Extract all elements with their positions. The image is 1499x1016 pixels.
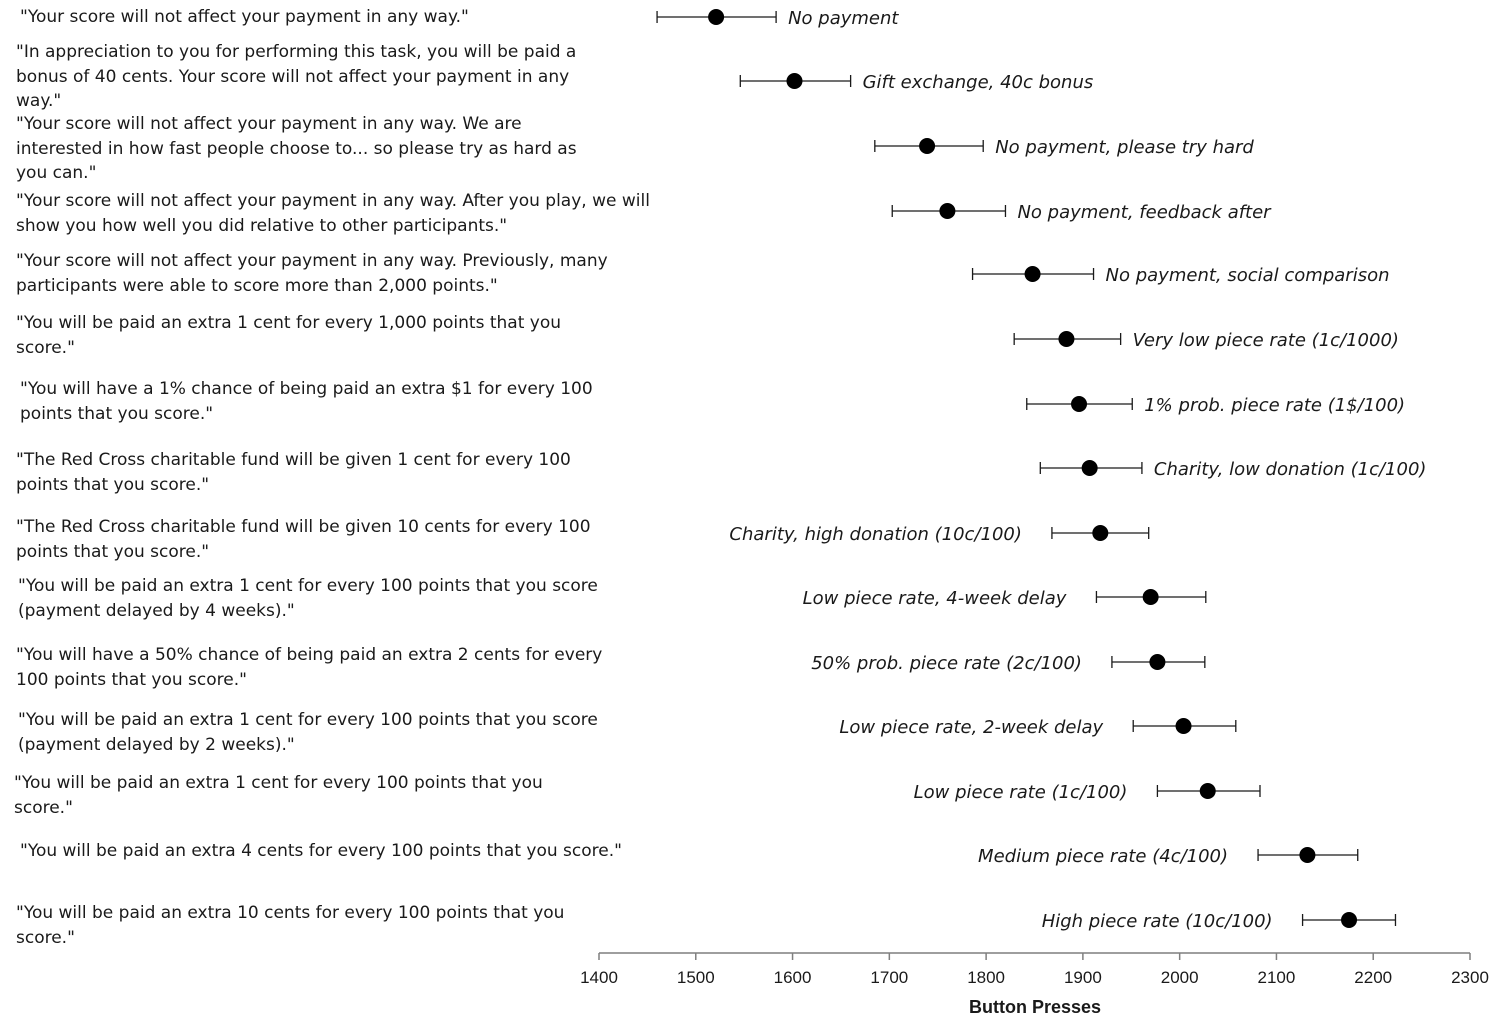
data-point xyxy=(1149,654,1166,670)
treatment-quote: "Your score will not affect your payment… xyxy=(16,191,650,236)
treatment-quote: "Your score will not affect your payment… xyxy=(20,7,469,27)
chart-marks: No payment Gift exchange, 40c bonus No pay… xyxy=(656,8,1427,932)
data-point xyxy=(708,9,725,25)
x-tick-label: 1700 xyxy=(870,968,908,987)
point-label: No payment, social comparison xyxy=(1106,265,1390,286)
point-label: 50% prob. piece rate (2c/100) xyxy=(811,653,1082,674)
point-label: No payment, feedback after xyxy=(1017,202,1272,223)
point-label: Charity, high donation (10c/100) xyxy=(729,524,1021,545)
treatment-quote: "You will have a 50% chance of being pai… xyxy=(16,645,603,690)
point-label: Low piece rate (1c/100) xyxy=(914,782,1128,803)
treatment-quote: "You will be paid an extra 1 cent for ev… xyxy=(18,576,598,621)
point-label: No payment xyxy=(788,8,899,29)
data-point xyxy=(1142,589,1159,605)
data-point xyxy=(1299,847,1316,863)
data-point xyxy=(939,203,956,219)
point-label: 1% prob. piece rate (1$/100) xyxy=(1144,395,1405,416)
x-tick-label: 1400 xyxy=(580,968,618,987)
treatment-quote: "In appreciation to you for performing t… xyxy=(16,42,577,111)
x-tick-label: 2000 xyxy=(1161,968,1199,987)
data-point xyxy=(919,138,936,154)
data-point xyxy=(786,73,803,89)
data-point xyxy=(1058,331,1075,347)
treatment-quote: "Your score will not affect your payment… xyxy=(16,114,577,183)
x-tick-label: 1600 xyxy=(774,968,812,987)
point-label: Low piece rate, 2-week delay xyxy=(839,717,1103,738)
treatment-quote: "You will be paid an extra 1 cent for ev… xyxy=(14,773,543,818)
data-point xyxy=(1199,783,1216,799)
point-label: Very low piece rate (1c/1000) xyxy=(1133,330,1399,351)
x-tick-label: 2300 xyxy=(1451,968,1489,987)
x-tick-label: 2100 xyxy=(1258,968,1296,987)
data-point xyxy=(1071,396,1088,412)
treatment-quote: "Your score will not affect your payment… xyxy=(16,251,608,296)
treatment-quote: "You will have a 1% chance of being paid… xyxy=(20,379,593,424)
treatment-quote: "You will be paid an extra 4 cents for e… xyxy=(20,841,622,861)
x-tick-label: 1900 xyxy=(1064,968,1102,987)
data-point xyxy=(1175,718,1192,734)
point-label: No payment, please try hard xyxy=(995,137,1254,158)
data-point xyxy=(1024,266,1041,282)
x-tick-label: 2200 xyxy=(1354,968,1392,987)
treatment-quote: "The Red Cross charitable fund will be g… xyxy=(16,450,571,495)
point-label: High piece rate (10c/100) xyxy=(1042,911,1273,932)
data-point xyxy=(1341,912,1358,928)
point-label: Low piece rate, 4-week delay xyxy=(803,588,1067,609)
treatment-quote: "You will be paid an extra 10 cents for … xyxy=(16,903,565,948)
x-tick-label: 1800 xyxy=(967,968,1005,987)
treatment-quote: "The Red Cross charitable fund will be g… xyxy=(16,517,591,562)
x-axis: 1400 1500 1600 1700 1800 1900 2000 2100 2200 2300 xyxy=(580,952,1489,987)
point-label: Charity, low donation (1c/100) xyxy=(1154,459,1427,480)
treatment-quote: "You will be paid an extra 1 cent for ev… xyxy=(18,710,598,755)
point-label: Medium piece rate (4c/100) xyxy=(978,846,1228,867)
data-point xyxy=(1092,525,1109,541)
x-tick-label: 1500 xyxy=(677,968,715,987)
point-label: Gift exchange, 40c bonus xyxy=(863,72,1094,93)
data-point xyxy=(1081,460,1098,476)
x-axis-title: Button Presses xyxy=(969,997,1101,1016)
treatment-quote: "You will be paid an extra 1 cent for ev… xyxy=(16,313,562,358)
